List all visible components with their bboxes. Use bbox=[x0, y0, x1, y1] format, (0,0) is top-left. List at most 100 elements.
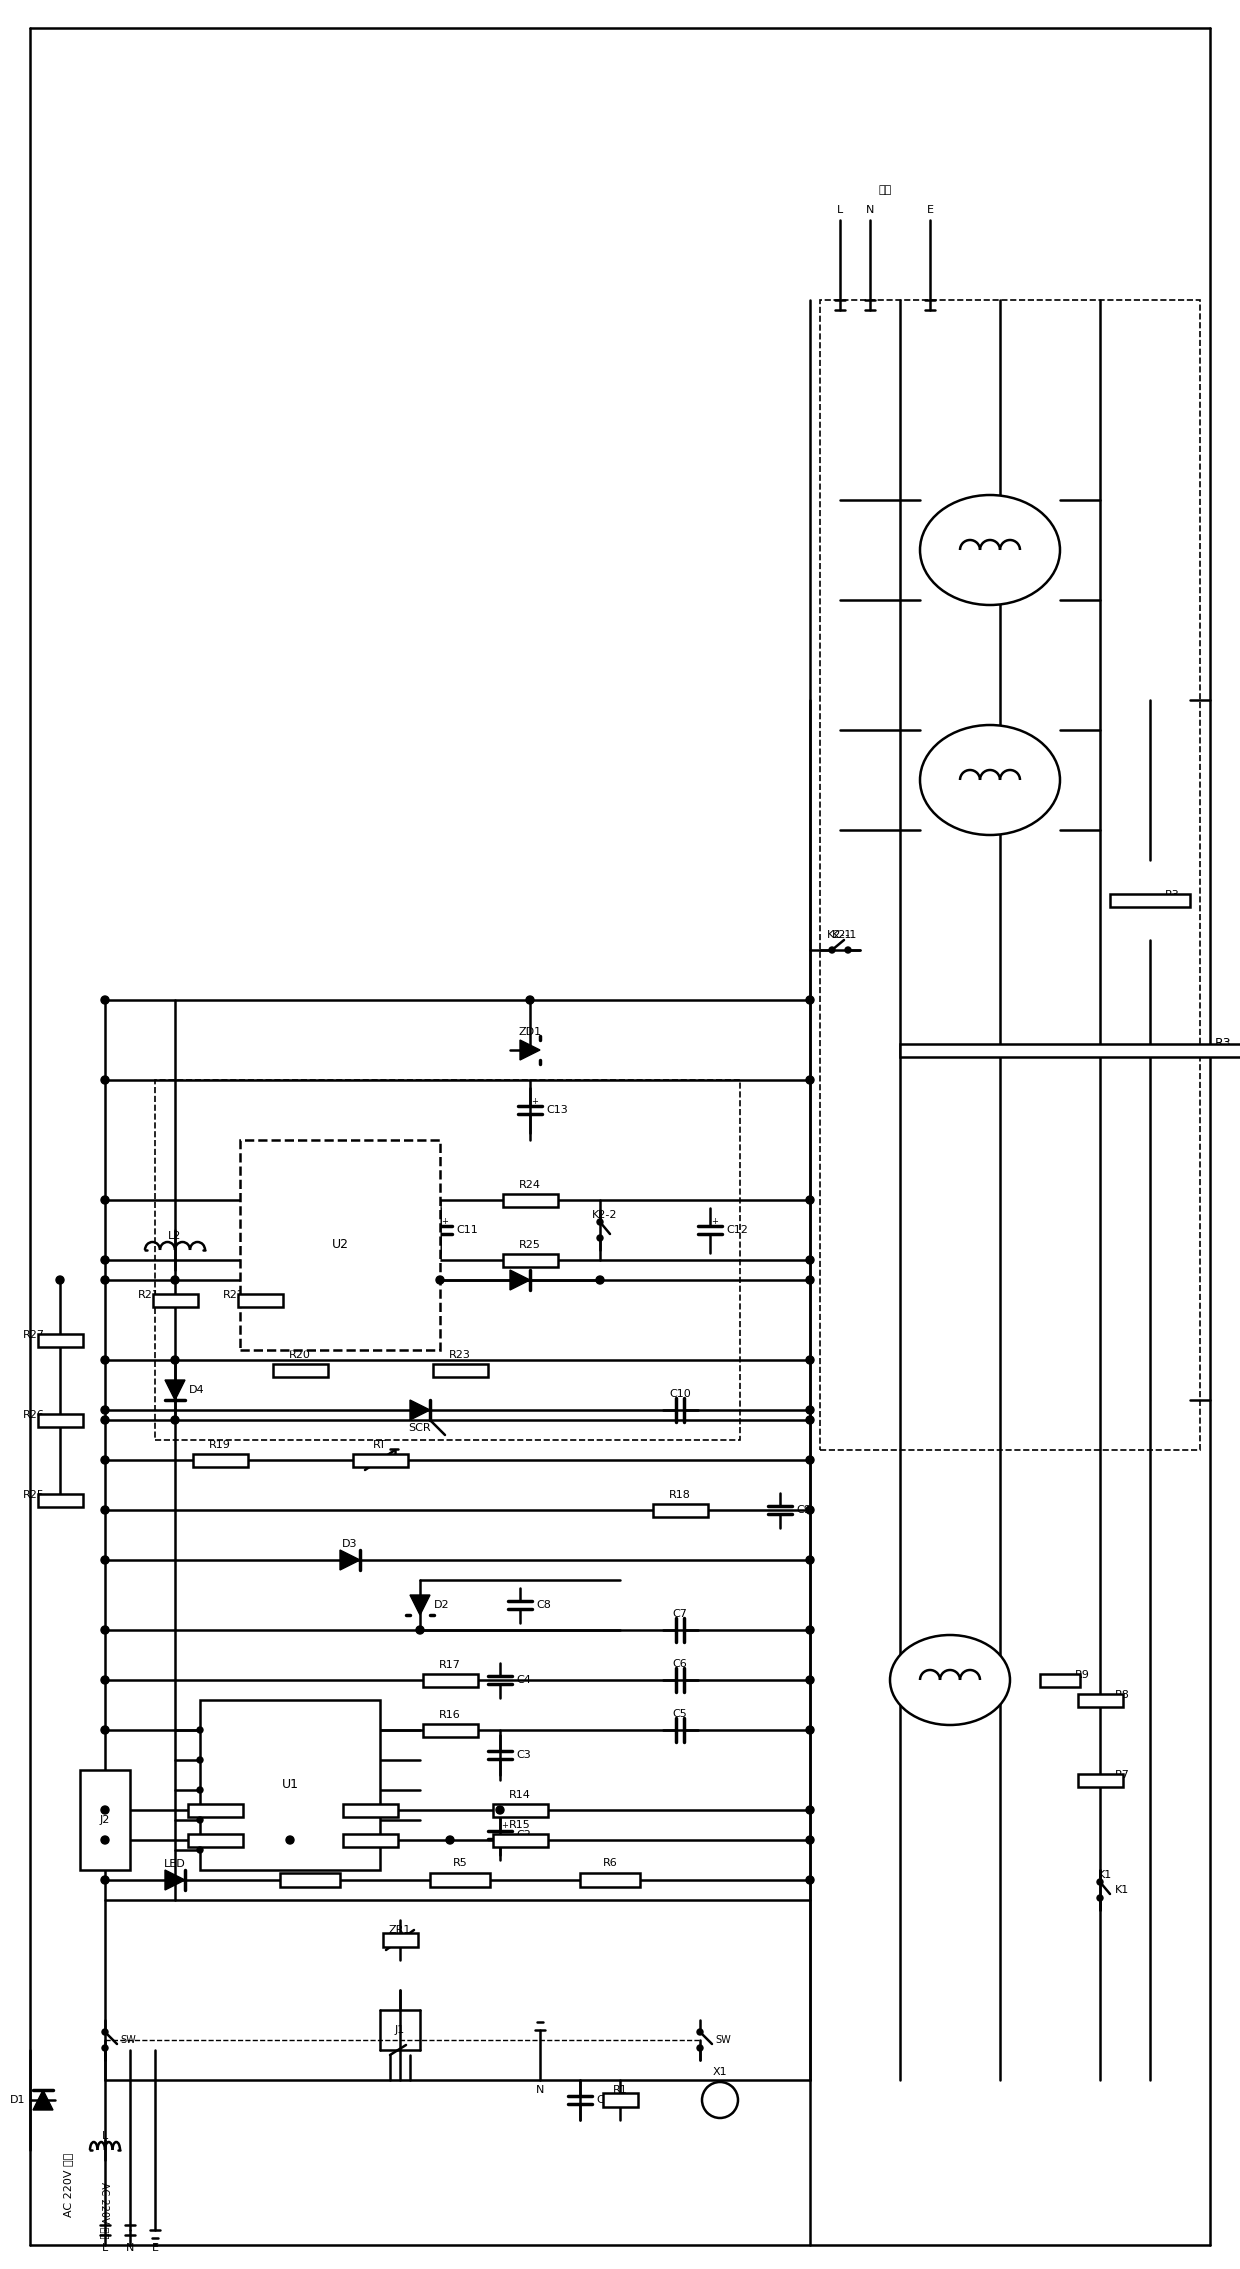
Bar bbox=[238, 1293, 283, 1307]
Circle shape bbox=[697, 2028, 703, 2035]
Circle shape bbox=[100, 1876, 109, 1883]
Bar bbox=[37, 1493, 83, 1507]
Bar bbox=[900, 1044, 1240, 1057]
Text: U1: U1 bbox=[281, 1779, 299, 1793]
Circle shape bbox=[806, 1557, 813, 1563]
Text: ZCT1: ZCT1 bbox=[934, 1675, 966, 1686]
Circle shape bbox=[596, 1218, 603, 1225]
Bar bbox=[430, 1872, 490, 1888]
Circle shape bbox=[102, 2028, 108, 2035]
Text: SW: SW bbox=[120, 2035, 135, 2044]
Text: C9: C9 bbox=[796, 1504, 811, 1516]
Bar bbox=[820, 300, 1200, 1450]
Circle shape bbox=[197, 1788, 203, 1793]
Text: +: + bbox=[532, 1096, 538, 1105]
Bar bbox=[492, 1804, 548, 1817]
Bar bbox=[155, 1080, 740, 1441]
Text: R17: R17 bbox=[439, 1661, 461, 1670]
Text: R7: R7 bbox=[1115, 1770, 1130, 1779]
Text: +: + bbox=[712, 1216, 718, 1225]
Bar bbox=[342, 1804, 398, 1817]
Bar bbox=[241, 1139, 440, 1350]
Text: R8: R8 bbox=[1115, 1690, 1130, 1699]
Text: J2: J2 bbox=[99, 1815, 110, 1824]
Text: R14: R14 bbox=[510, 1790, 531, 1799]
Text: D3: D3 bbox=[342, 1538, 358, 1550]
Text: L: L bbox=[837, 204, 843, 216]
Text: C5: C5 bbox=[672, 1709, 687, 1720]
Circle shape bbox=[100, 1196, 109, 1205]
Circle shape bbox=[806, 1806, 813, 1813]
Circle shape bbox=[100, 1806, 109, 1813]
Text: K2-2: K2-2 bbox=[593, 1209, 618, 1221]
Circle shape bbox=[806, 996, 813, 1003]
Text: ZR1: ZR1 bbox=[389, 1924, 412, 1935]
Text: D4: D4 bbox=[188, 1384, 205, 1395]
Circle shape bbox=[171, 1275, 179, 1284]
Text: R6: R6 bbox=[603, 1858, 618, 1867]
Circle shape bbox=[806, 1196, 813, 1205]
Text: C6: C6 bbox=[672, 1659, 687, 1670]
Circle shape bbox=[806, 1457, 813, 1464]
Text: C10: C10 bbox=[670, 1389, 691, 1400]
Text: R26: R26 bbox=[24, 1409, 45, 1420]
Text: R3: R3 bbox=[1215, 1037, 1231, 1051]
Text: AC 220V 输入: AC 220V 输入 bbox=[63, 2153, 73, 2217]
Circle shape bbox=[806, 1357, 813, 1364]
Text: J1: J1 bbox=[394, 2024, 405, 2035]
Text: ZCT3: ZCT3 bbox=[973, 774, 1007, 787]
Text: R9: R9 bbox=[1075, 1670, 1090, 1679]
Circle shape bbox=[100, 1627, 109, 1634]
Text: ZCT2: ZCT2 bbox=[973, 545, 1007, 556]
Text: D5: D5 bbox=[512, 1259, 528, 1268]
Circle shape bbox=[100, 1507, 109, 1513]
Polygon shape bbox=[410, 1400, 430, 1420]
Text: C13: C13 bbox=[546, 1105, 568, 1114]
Circle shape bbox=[100, 1557, 109, 1563]
Bar bbox=[1110, 894, 1190, 908]
Text: C3: C3 bbox=[516, 1749, 531, 1761]
Polygon shape bbox=[165, 1870, 185, 1890]
Text: C2: C2 bbox=[516, 1831, 531, 1840]
Text: SW: SW bbox=[715, 2035, 730, 2044]
Text: L: L bbox=[102, 2131, 108, 2142]
Text: 输出: 输出 bbox=[878, 186, 892, 195]
Bar bbox=[502, 1193, 558, 1207]
Text: K2-1: K2-1 bbox=[832, 930, 858, 939]
Bar bbox=[81, 1770, 130, 1870]
Text: +: + bbox=[441, 1216, 449, 1225]
Circle shape bbox=[596, 1275, 604, 1284]
Text: R19: R19 bbox=[210, 1441, 231, 1450]
Bar bbox=[153, 1293, 197, 1307]
Bar bbox=[502, 1252, 558, 1266]
Text: D2: D2 bbox=[434, 1600, 450, 1611]
Text: R21: R21 bbox=[138, 1291, 160, 1300]
Circle shape bbox=[697, 2044, 703, 2051]
Circle shape bbox=[806, 1275, 813, 1284]
Ellipse shape bbox=[920, 495, 1060, 606]
Circle shape bbox=[830, 946, 835, 953]
Text: R20: R20 bbox=[289, 1350, 311, 1359]
Polygon shape bbox=[165, 1380, 185, 1400]
Circle shape bbox=[806, 1416, 813, 1425]
Text: N: N bbox=[536, 2085, 544, 2094]
Polygon shape bbox=[340, 1550, 360, 1570]
Circle shape bbox=[806, 1076, 813, 1085]
Circle shape bbox=[100, 1836, 109, 1845]
Circle shape bbox=[100, 1357, 109, 1364]
Text: ZD1: ZD1 bbox=[518, 1028, 542, 1037]
Bar bbox=[273, 1364, 327, 1377]
Circle shape bbox=[197, 1847, 203, 1854]
Circle shape bbox=[496, 1806, 503, 1813]
Text: L: L bbox=[102, 2244, 108, 2253]
Text: R1: R1 bbox=[613, 2085, 627, 2094]
Circle shape bbox=[197, 1756, 203, 1763]
Circle shape bbox=[100, 1416, 109, 1425]
Text: +: + bbox=[501, 1822, 508, 1831]
Circle shape bbox=[806, 1627, 813, 1634]
Circle shape bbox=[286, 1836, 294, 1845]
Text: RT: RT bbox=[373, 1441, 387, 1450]
Text: L2: L2 bbox=[169, 1232, 182, 1241]
Text: AC 220V 输入: AC 220V 输入 bbox=[100, 2183, 110, 2237]
Circle shape bbox=[100, 1727, 109, 1734]
